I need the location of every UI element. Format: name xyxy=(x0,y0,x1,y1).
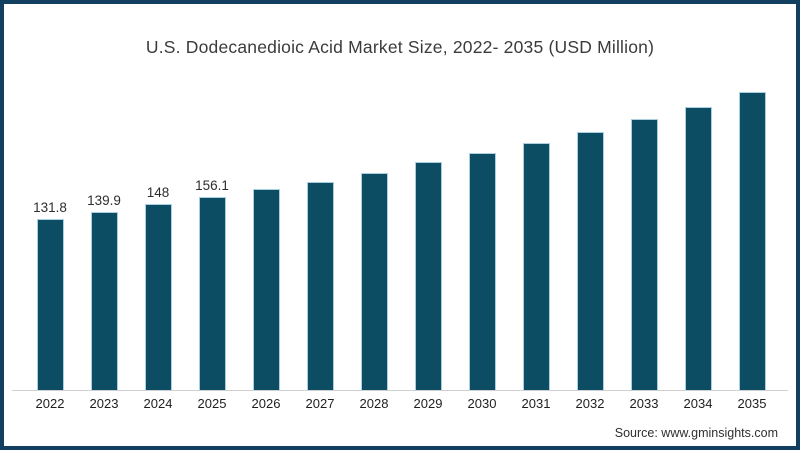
x-tick-label: 2022 xyxy=(35,396,65,411)
bar-2024 xyxy=(144,204,172,390)
x-tick-label: 2031 xyxy=(521,396,551,411)
bar-column-2034 xyxy=(671,82,725,390)
bar-2028 xyxy=(360,173,388,390)
x-tick-label: 2023 xyxy=(89,396,119,411)
bar-column-2032 xyxy=(563,82,617,390)
x-tick-label: 2025 xyxy=(197,396,227,411)
x-tick-label: 2032 xyxy=(575,396,605,411)
x-tick-label: 2027 xyxy=(305,396,335,411)
bar-column-2028 xyxy=(347,82,401,390)
bar-column-2035 xyxy=(725,82,779,390)
bar-column-2024: 148 xyxy=(131,82,185,390)
bar-column-2033 xyxy=(617,82,671,390)
x-tick-label: 2030 xyxy=(467,396,497,411)
x-tick-label: 2026 xyxy=(251,396,281,411)
bar-value-label: 139.9 xyxy=(87,193,121,208)
x-axis-line xyxy=(12,390,788,391)
bar-column-2030 xyxy=(455,82,509,390)
chart-title: U.S. Dodecanedioic Acid Market Size, 202… xyxy=(145,37,655,57)
bar-2025 xyxy=(198,197,226,390)
x-tick-label: 2035 xyxy=(737,396,767,411)
x-tick-label: 2028 xyxy=(359,396,389,411)
x-tick-label: 2024 xyxy=(143,396,173,411)
bar-column-2023: 139.9 xyxy=(77,82,131,390)
bar-column-2026 xyxy=(239,82,293,390)
bar-column-2029 xyxy=(401,82,455,390)
bar-2026 xyxy=(252,189,280,390)
bar-column-2027 xyxy=(293,82,347,390)
bar-value-label: 148 xyxy=(146,185,170,200)
bar-column-2031 xyxy=(509,82,563,390)
bar-2029 xyxy=(414,162,442,390)
bar-column-2025: 156.1 xyxy=(185,82,239,390)
bar-2023 xyxy=(90,212,118,390)
bar-2033 xyxy=(630,119,658,390)
bar-value-label: 131.8 xyxy=(33,200,67,215)
bar-2032 xyxy=(576,132,604,390)
x-tick-label: 2029 xyxy=(413,396,443,411)
bar-2022 xyxy=(36,219,64,390)
x-axis-labels: 2022 2023 2024 2025 2026 2027 2028 2029 2030 2031… xyxy=(23,396,779,411)
bar-2035 xyxy=(738,92,766,390)
bar-2027 xyxy=(306,182,334,390)
bar-2034 xyxy=(684,107,712,390)
x-tick-label: 2033 xyxy=(629,396,659,411)
bar-2030 xyxy=(468,153,496,390)
x-tick-label: 2034 xyxy=(683,396,713,411)
plot-area: 131.8 139.9 148 156.1 xyxy=(23,82,779,390)
bar-value-label: 156.1 xyxy=(195,178,229,193)
source-credit: Source: www.gminsights.com xyxy=(614,426,778,440)
bar-2031 xyxy=(522,143,550,390)
bar-column-2022: 131.8 xyxy=(23,82,77,390)
